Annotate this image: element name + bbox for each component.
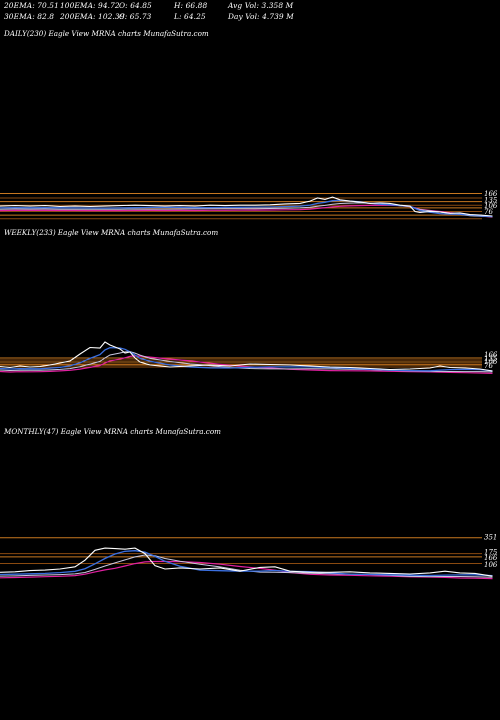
price-line [0,547,493,577]
level-label: 351 [484,533,497,541]
daily-chart-title: DAILY(230) Eagle View MRNA charts Munafa… [4,29,209,38]
level-label: 76 [484,208,493,216]
level-label: 106 [484,202,498,210]
ema-20-line [0,550,493,577]
level-label: 166 [484,351,498,359]
ema-200-line [0,355,493,374]
low-value: L: 64.25 [174,12,206,21]
level-label: 166 [484,554,498,562]
level-label: 106 [484,561,498,569]
avg-volume: Avg Vol: 3.358 M [228,1,294,10]
close-value: C: 65.73 [119,12,152,21]
level-label: 106 [484,358,498,366]
price-line [0,341,493,372]
ema-200-line [0,560,493,580]
day-volume: Day Vol: 4.739 M [228,12,294,21]
price-line [0,196,493,217]
ema-100-line [0,202,493,218]
level-label: 76 [484,362,493,370]
high-value: H: 66.88 [174,1,208,10]
monthly-chart-title: MONTHLY(47) Eagle View MRNA charts Munaf… [4,427,221,436]
ema-100-line [0,554,493,578]
ema200-value: 200EMA: 102.39 [60,12,125,21]
indicator-header: 20EMA: 70.51 100EMA: 94.72 O: 64.85 H: 6… [0,0,500,24]
ema20-value: 20EMA: 70.51 [4,1,59,10]
level-label: 135 [484,355,498,363]
ema-20-line [0,346,493,372]
level-label: 175 [484,549,498,557]
level-label: 135 [484,197,498,205]
level-label: 166 [484,190,498,198]
ema100-value: 100EMA: 94.72 [60,1,120,10]
open-value: O: 64.85 [119,1,152,10]
weekly-chart-title: WEEKLY(233) Eagle View MRNA charts Munaf… [4,228,219,237]
ema-20-line [0,199,493,218]
ema30-value: 30EMA: 82.8 [4,12,55,21]
